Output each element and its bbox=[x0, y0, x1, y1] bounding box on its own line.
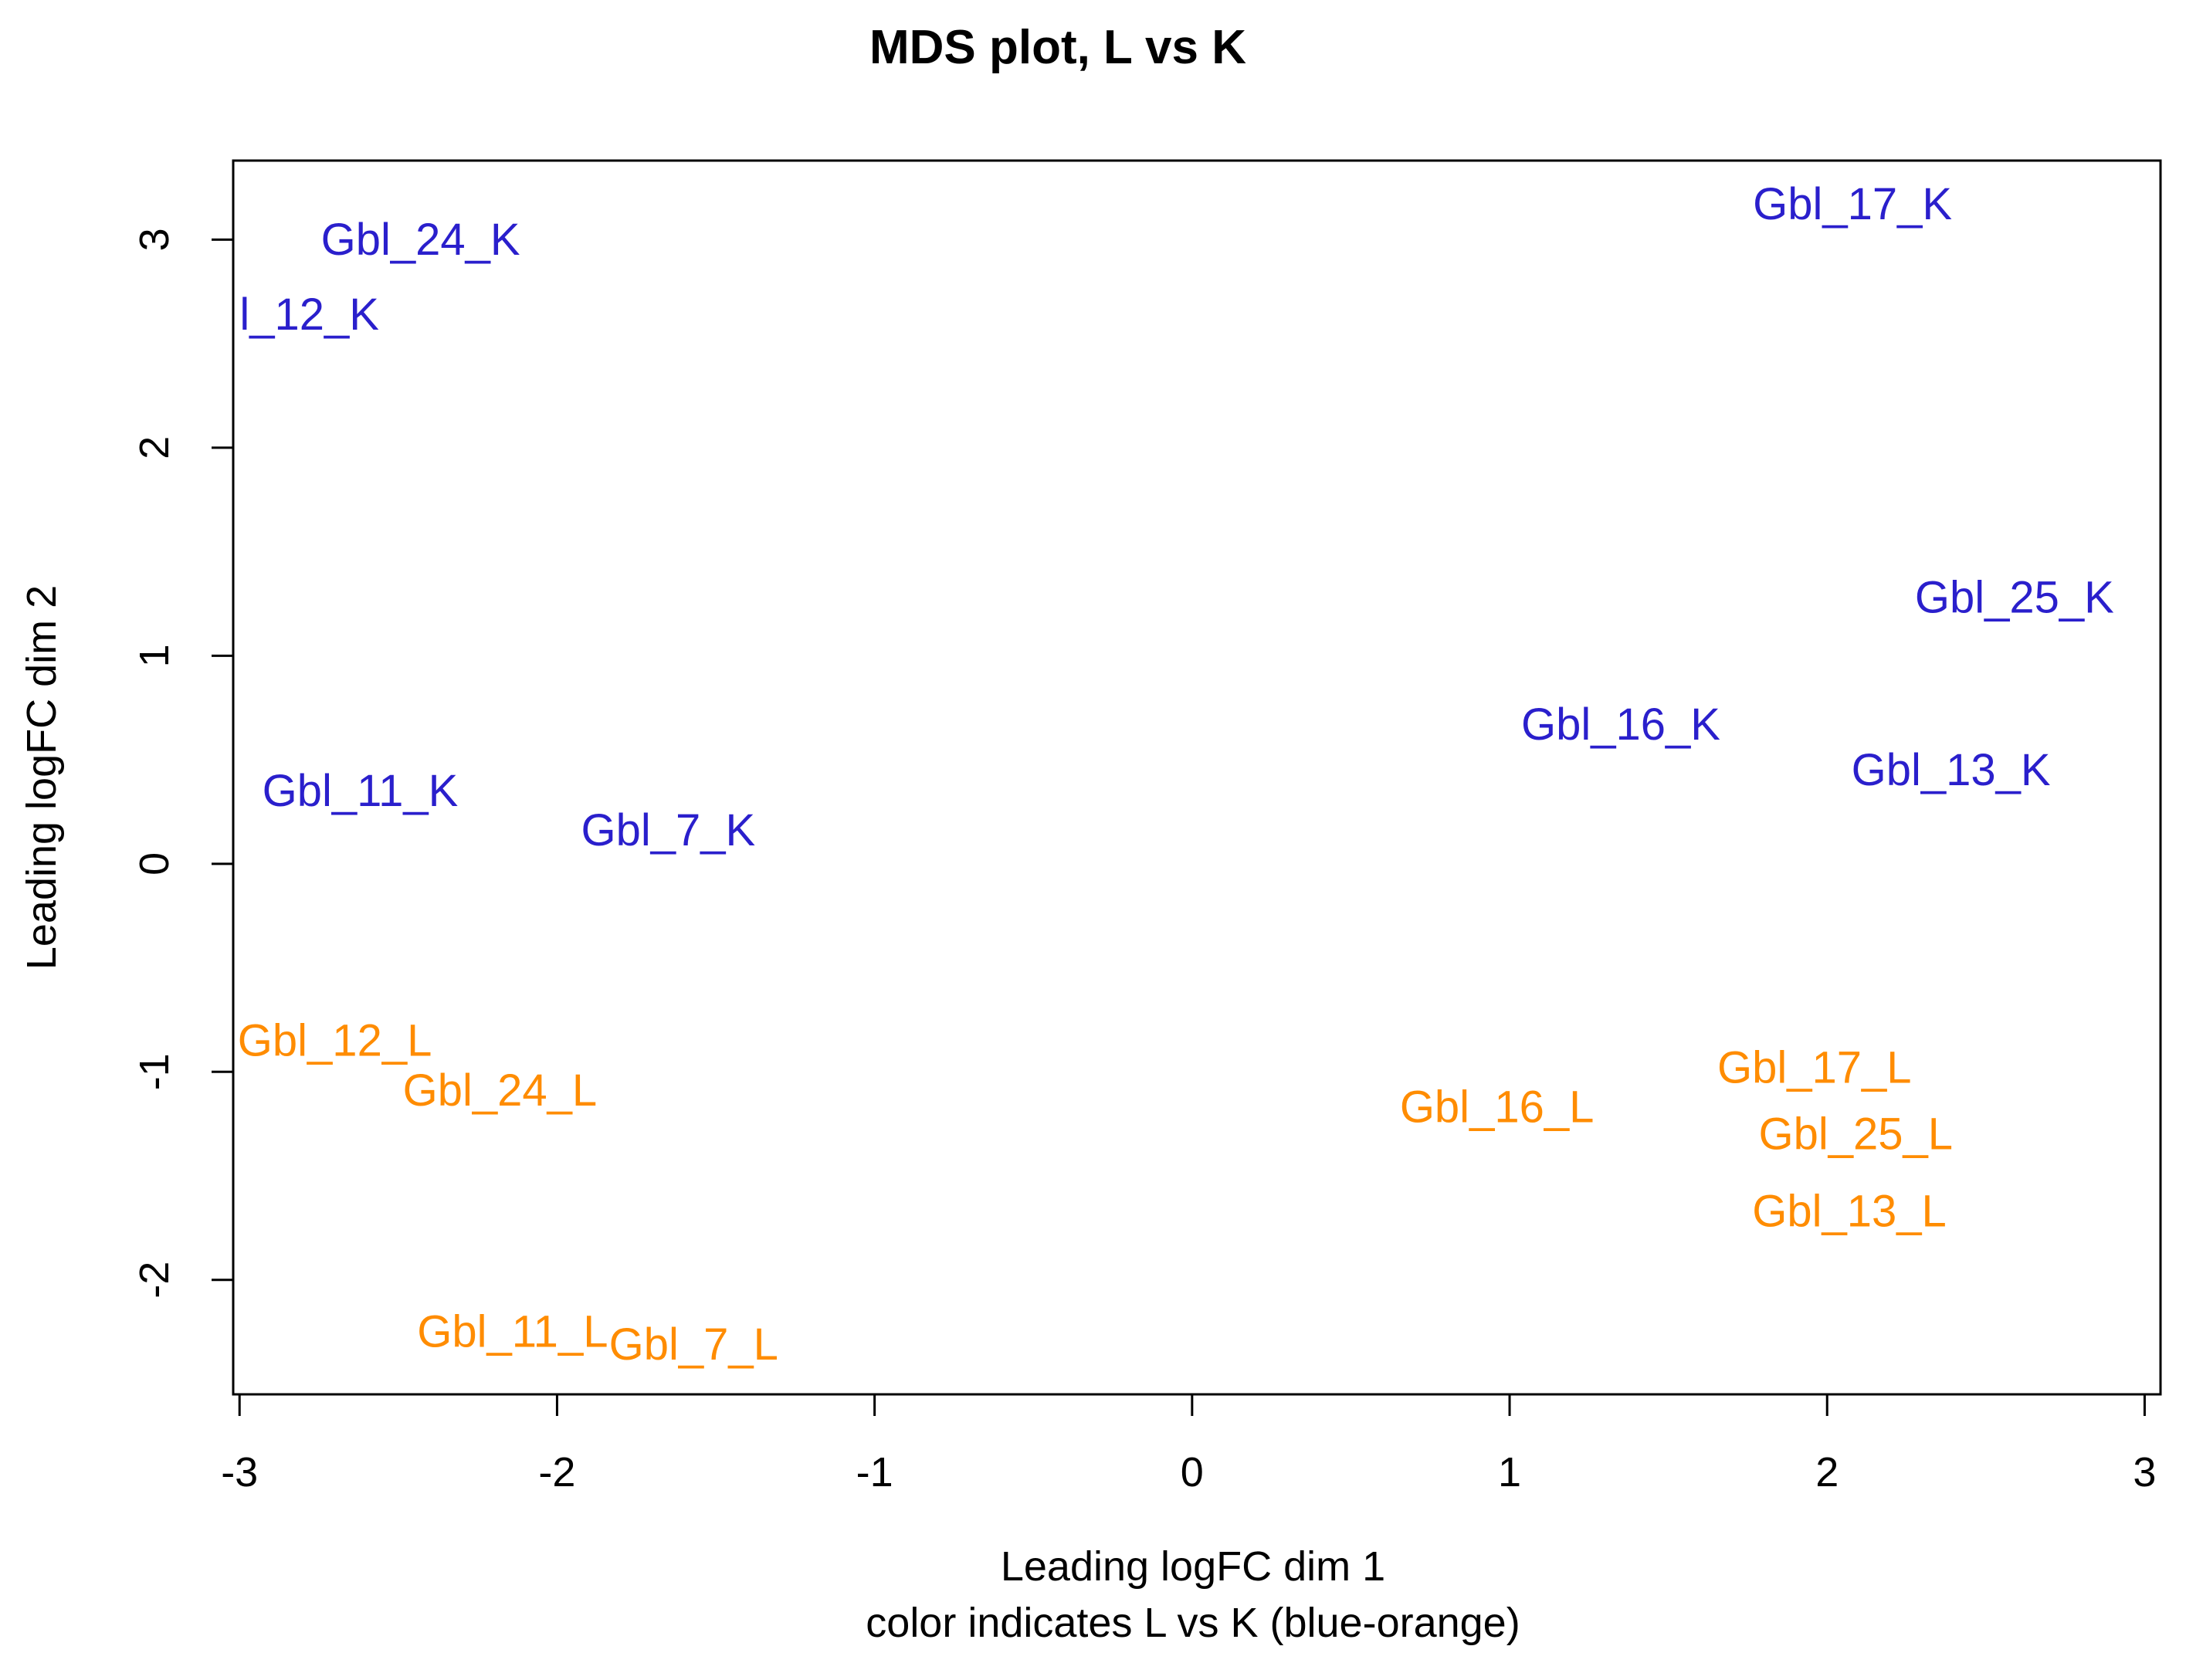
y-axis-label: Leading logFC dim 2 bbox=[19, 585, 65, 970]
x-tick-label: 1 bbox=[1498, 1449, 1521, 1495]
point-label-l: Gbl_24_L bbox=[403, 1065, 598, 1116]
point-label-l: Gbl_25_L bbox=[1758, 1109, 1953, 1160]
point-label-l: Gbl_11_L bbox=[417, 1307, 608, 1357]
chart-title: MDS plot, L vs K bbox=[869, 21, 1246, 74]
x-tick-label: 3 bbox=[2133, 1449, 2156, 1495]
x-tick-label: 0 bbox=[1181, 1449, 1204, 1495]
point-label-k: Gbl_13_K bbox=[1852, 745, 2051, 795]
x-axis: -3 -2 -1 0 1 2 3 bbox=[221, 1393, 2156, 1495]
point-label-l: Gbl_12_L bbox=[238, 1015, 432, 1065]
y-tick-label: 3 bbox=[131, 228, 178, 251]
point-label-k: Gbl_25_K bbox=[1915, 572, 2114, 622]
point-label-l: Gbl_17_L bbox=[1717, 1042, 1912, 1092]
x-axis-sublabel: color indicates L vs K (blue-orange) bbox=[866, 1600, 1520, 1646]
point-label-l: Gbl_13_L bbox=[1752, 1186, 1947, 1236]
x-tick-label: -2 bbox=[538, 1449, 575, 1495]
point-label-l: Gbl_7_L bbox=[609, 1319, 778, 1370]
y-axis: -2 -1 0 1 2 3 bbox=[131, 228, 235, 1299]
point-label-k: Gbl_11_K bbox=[263, 766, 459, 816]
y-tick-label: -2 bbox=[131, 1262, 178, 1299]
point-label-k: Gbl_7_K bbox=[581, 805, 755, 855]
y-tick-label: 1 bbox=[131, 644, 178, 667]
point-label-k: Gbl_24_K bbox=[321, 215, 520, 265]
point-label-l: Gbl_16_L bbox=[1400, 1082, 1595, 1133]
x-tick-label: -3 bbox=[221, 1449, 258, 1495]
point-labels: Gbl_24_K l_12_K Gbl_17_K Gbl_25_K Gbl_16_K Gb… bbox=[238, 179, 2114, 1370]
y-tick-label: 2 bbox=[131, 436, 178, 459]
y-tick-label: -1 bbox=[131, 1053, 178, 1090]
x-axis-label: Leading logFC dim 1 bbox=[1001, 1543, 1385, 1590]
y-tick-label: 0 bbox=[131, 852, 178, 876]
point-label-k: Gbl_17_K bbox=[1753, 179, 1952, 229]
x-tick-label: -1 bbox=[856, 1449, 893, 1495]
point-label-k: Gbl_16_K bbox=[1521, 699, 1720, 750]
x-tick-label: 2 bbox=[1815, 1449, 1839, 1495]
point-label-k: l_12_K bbox=[239, 290, 379, 340]
